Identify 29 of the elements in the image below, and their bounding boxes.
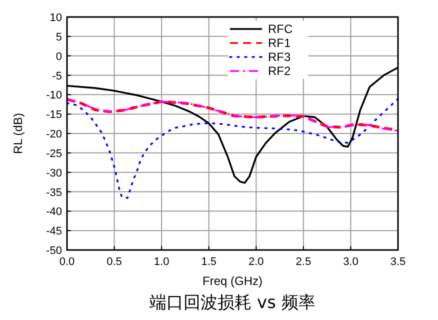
line-series — [67, 98, 398, 199]
y-tick-label: -5 — [52, 70, 62, 82]
x-tick-label: 3.5 — [390, 256, 406, 268]
legend-label: RF3 — [268, 50, 291, 64]
x-tick-label: 1.5 — [201, 256, 217, 268]
x-tick-label: 1.0 — [154, 256, 170, 268]
y-tick-label: 0 — [56, 50, 62, 63]
y-tick-label: -15 — [46, 109, 62, 122]
text: 端口回波损耗 vs 频率 — [150, 293, 316, 313]
x-tick-label: 0.5 — [106, 256, 122, 268]
x-tick-label: 2.0 — [248, 256, 264, 268]
y-tick-label: -40 — [46, 206, 62, 218]
y-tick-label: -10 — [46, 90, 62, 102]
y-tick-label: -45 — [46, 226, 62, 238]
legend-label: RF1 — [268, 36, 291, 50]
y-tick-label: -35 — [46, 186, 62, 199]
legend-label: RF2 — [268, 64, 291, 78]
y-tick-label: -25 — [46, 148, 62, 160]
y-tick-label: -30 — [46, 167, 62, 180]
y-tick-label: 5 — [56, 31, 62, 44]
legend-label: RFC — [268, 22, 293, 36]
y-axis-title: RL (dB) — [11, 113, 25, 154]
x-tick-label: 2.5 — [296, 256, 312, 268]
y-tick-label: -50 — [46, 245, 62, 257]
y-tick-label: 10 — [50, 12, 62, 24]
y-tick-label: -20 — [46, 128, 62, 140]
x-tick-label: 3.0 — [343, 256, 358, 268]
x-tick-label: 0.0 — [59, 256, 75, 268]
x-axis-title: Freq (GHz) — [202, 274, 263, 288]
